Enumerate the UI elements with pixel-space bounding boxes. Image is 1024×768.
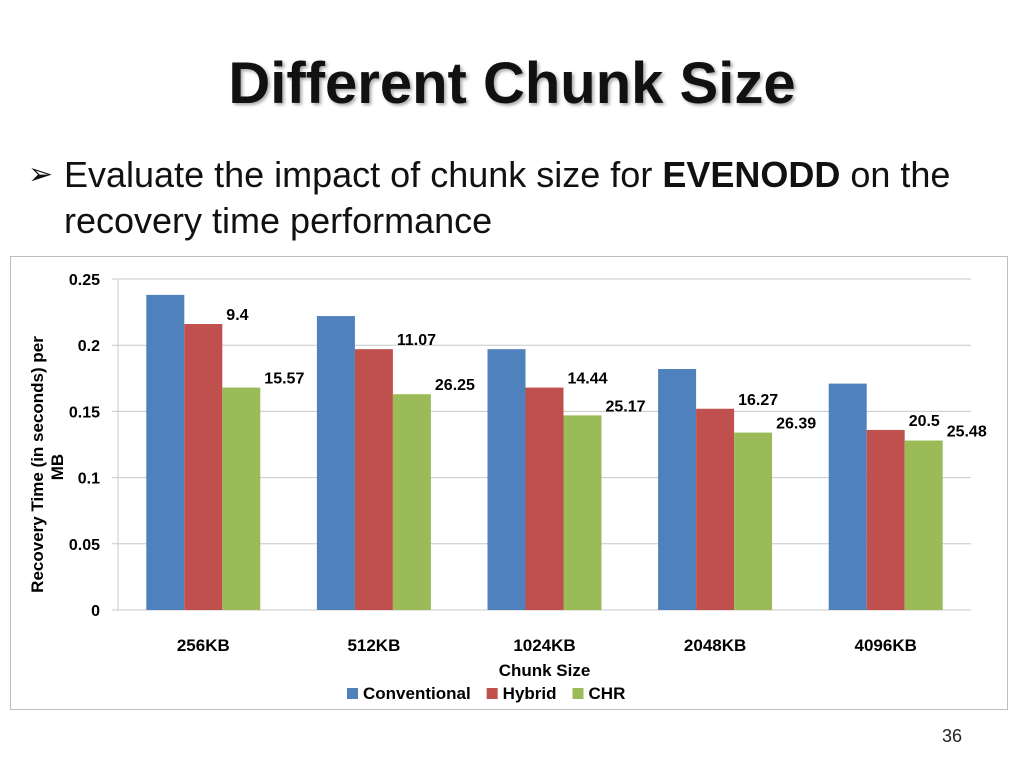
bar-hybrid <box>866 429 905 610</box>
bar-chr <box>222 387 261 610</box>
x-tick-label: 1024KB <box>513 636 575 655</box>
legend-label-chr: CHR <box>589 684 626 703</box>
y-tick-label: 0.05 <box>69 537 100 554</box>
x-axis-label: Chunk Size <box>499 661 591 680</box>
data-label: 25.17 <box>606 398 646 415</box>
data-label: 15.57 <box>264 371 304 388</box>
x-tick-label: 512KB <box>347 636 400 655</box>
bar-hybrid <box>525 387 564 610</box>
data-label: 14.44 <box>568 371 608 388</box>
legend-label-hybrid: Hybrid <box>503 684 557 703</box>
bar-chr <box>904 440 943 610</box>
legend-swatch-chr <box>572 688 584 699</box>
bar-conventional <box>316 316 355 610</box>
data-label: 20.5 <box>909 413 940 430</box>
x-tick-label: 4096KB <box>855 636 917 655</box>
data-label: 11.07 <box>397 332 436 349</box>
x-tick-label: 2048KB <box>684 636 746 655</box>
y-axis-label-line2: MB <box>48 454 67 480</box>
bar-conventional <box>487 349 526 610</box>
bar-conventional <box>828 383 867 610</box>
legend-swatch-hybrid <box>486 688 498 699</box>
slide-title: Different Chunk Size <box>228 51 796 116</box>
y-tick-label: 0.15 <box>69 404 100 421</box>
bullet-text: Evaluate the impact of chunk size for EV… <box>64 152 1008 244</box>
data-label: 25.48 <box>947 424 987 441</box>
bar-conventional <box>146 294 185 610</box>
y-tick-label: 0 <box>91 603 100 620</box>
bar-chr <box>734 432 773 610</box>
legend-label-conventional: Conventional <box>363 684 471 703</box>
data-label: 9.4 <box>226 307 248 324</box>
legend-swatch-conventional <box>347 688 358 699</box>
page-number: 36 <box>941 726 962 746</box>
bar-chr <box>392 394 431 610</box>
data-label: 26.39 <box>776 416 816 433</box>
bullet-point: ➢ Evaluate the impact of chunk size for … <box>28 152 1008 244</box>
bullet-text-start: Evaluate the impact of chunk size for <box>64 154 663 195</box>
bar-hybrid <box>184 324 223 610</box>
data-label: 26.25 <box>435 377 475 394</box>
data-label: 16.27 <box>738 392 778 409</box>
bar-chart: 0 0.05 0.1 0.15 0.2 0.25 9.4 15.57 256KB 11.07 26.… <box>28 272 987 703</box>
y-tick-label: 0.25 <box>69 272 100 289</box>
bullet-text-end: on the recovery time performance <box>64 154 951 241</box>
bullet-text-bold: EVENODD <box>662 154 841 195</box>
chart-container: 0 0.05 0.1 0.15 0.2 0.25 9.4 15.57 256KB 11.07 26.… <box>10 256 1008 710</box>
bar-chr <box>563 415 602 610</box>
y-tick-label: 0.2 <box>78 338 100 355</box>
bar-conventional <box>658 369 697 610</box>
y-tick-label: 0.1 <box>78 471 100 488</box>
y-axis-label: Recovery Time (in seconds) per <box>28 336 47 593</box>
arrow-bullet-icon: ➢ <box>28 158 54 191</box>
x-tick-label: 256KB <box>177 636 230 655</box>
bar-hybrid <box>696 408 735 610</box>
bar-hybrid <box>354 349 393 610</box>
